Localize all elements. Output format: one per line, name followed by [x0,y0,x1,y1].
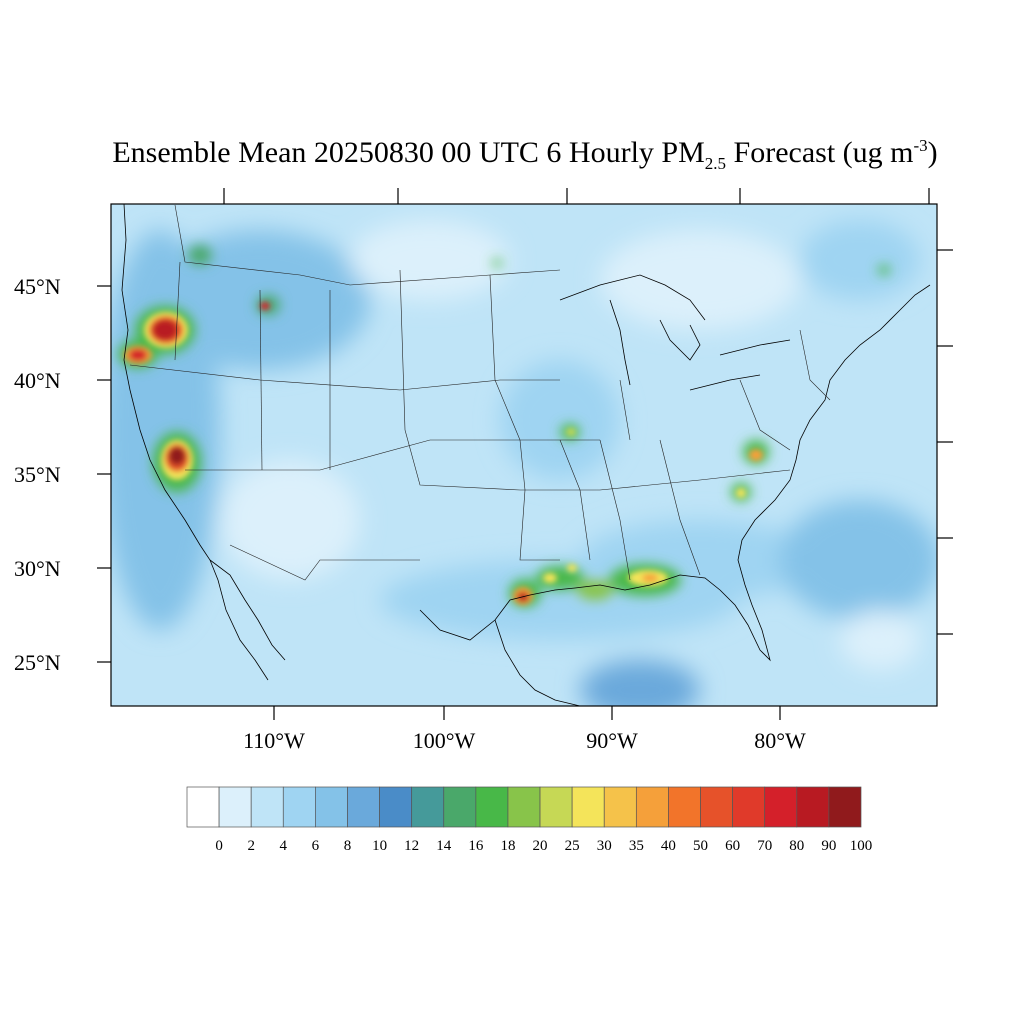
colorbar-tick-label: 18 [500,838,516,854]
colorbar-swatch [443,786,477,828]
colorbar-tick-label: 6 [311,838,320,854]
colorbar-tick-label: 80 [789,838,805,854]
title-subscript: 2.5 [704,154,727,173]
colorbar-tick-label: 50 [693,838,709,854]
colorbar-swatch [828,786,862,828]
colorbar-tick-label: 60 [725,838,741,854]
colorbar-tick-label: 35 [628,838,644,854]
title-unit-close: ) [927,136,938,169]
colorbar-swatch [571,786,605,828]
colorbar-swatch [764,786,798,828]
colorbar-tick-label: 2 [247,838,255,854]
title-main: Ensemble Mean 20250830 00 UTC 6 Hourly P… [112,136,705,169]
map-frame [110,203,938,707]
lat-label-35n: 35°N [14,462,61,487]
colorbar-tick-label: 100 [849,838,873,854]
title-superscript: -3 [913,136,928,155]
colorbar-swatch [796,786,830,828]
colorbar-swatch [218,786,252,828]
map-title: Ensemble Mean 20250830 00 UTC 6 Hourly P… [0,136,1024,174]
colorbar-swatch [539,786,573,828]
colorbar-tick-label: 8 [343,838,352,854]
lat-label-40n: 40°N [14,368,61,393]
colorbar-swatch [250,786,284,828]
lat-label-45n: 45°N [14,274,61,299]
colorbar [186,786,862,828]
colorbar-tick-label: 0 [215,838,223,854]
colorbar-swatch [347,786,380,828]
colorbar-tick-label: 25 [564,838,580,854]
colorbar-tick-label: 10 [372,838,388,854]
colorbar-tick-label: 30 [596,838,612,854]
colorbar-tick-label: 14 [436,838,452,854]
colorbar-swatch [635,786,669,828]
colorbar-tick-label: 4 [279,838,288,854]
lat-label-30n: 30°N [14,556,61,581]
coastlines [121,204,931,706]
colorbar-swatch [668,786,701,828]
colorbar-swatch [315,786,348,828]
colorbar-swatch [700,786,733,828]
concentration-field [111,204,937,706]
colorbar-tick-label: 70 [757,838,773,854]
lon-label-80w: 80°W [754,728,806,753]
axis-ticks [97,188,953,720]
colorbar-swatch [507,786,541,828]
colorbar-tick-label: 12 [404,838,420,854]
colorbar-swatch [282,786,316,828]
lat-label-25n: 25°N [14,650,61,675]
lon-label-110w: 110°W [243,728,305,753]
colorbar-swatch [475,786,509,828]
colorbar-tick-label: 20 [532,838,548,854]
lon-label-90w: 90°W [586,728,638,753]
lon-label-100w: 100°W [412,728,476,753]
colorbar-swatch [379,786,413,828]
colorbar-tick-label: 16 [468,838,484,854]
title-unit: Forecast (ug m [726,136,914,169]
colorbar-swatch [411,786,445,828]
colorbar-swatch [603,786,637,828]
colorbar-swatch [732,786,766,828]
state-borders [129,204,831,581]
colorbar-tick-label: 90 [821,838,837,854]
colorbar-tick-label: 40 [660,838,676,854]
colorbar-swatch [186,786,220,828]
